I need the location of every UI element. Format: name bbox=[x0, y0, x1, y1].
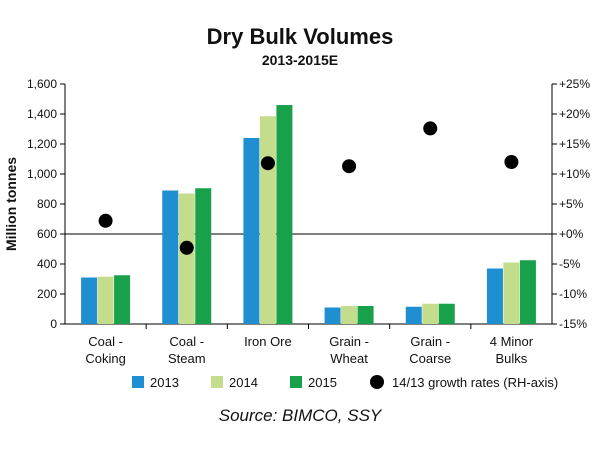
bar-2013-4 bbox=[405, 306, 422, 324]
bar-2013-0 bbox=[81, 277, 98, 324]
bar-2013-2 bbox=[243, 138, 260, 324]
left-tick-label: 1,200 bbox=[27, 137, 57, 151]
bar-2014-5 bbox=[503, 262, 520, 324]
y-axis-label: Million tonnes bbox=[3, 157, 19, 251]
legend-swatch-2013 bbox=[132, 376, 144, 388]
bar-2014-2 bbox=[259, 116, 276, 324]
legend-swatch-growth bbox=[370, 375, 384, 389]
bar-2015-1 bbox=[195, 188, 212, 324]
category-label: Grain - bbox=[410, 334, 450, 349]
bar-2015-5 bbox=[519, 260, 536, 324]
category-label: 4 Minor bbox=[490, 334, 534, 349]
legend-swatch-2014 bbox=[211, 376, 223, 388]
bar-2014-1 bbox=[178, 193, 195, 324]
left-tick-label: 400 bbox=[37, 257, 57, 271]
growth-point-1 bbox=[179, 240, 194, 255]
bar-2013-1 bbox=[162, 190, 179, 324]
chart-subtitle: 2013-2015E bbox=[261, 52, 339, 68]
right-tick-label: +5% bbox=[559, 197, 584, 211]
left-tick-label: 200 bbox=[37, 287, 57, 301]
chart-title: Dry Bulk Volumes bbox=[206, 24, 394, 49]
right-tick-label: +10% bbox=[559, 167, 590, 181]
growth-point-0 bbox=[98, 213, 113, 228]
category-label: Grain - bbox=[329, 334, 369, 349]
category-label: Coal - bbox=[169, 334, 204, 349]
right-tick-label: -5% bbox=[559, 257, 581, 271]
right-tick-label: +15% bbox=[559, 137, 590, 151]
right-tick-label: -15% bbox=[559, 317, 587, 331]
bar-2014-0 bbox=[97, 276, 114, 324]
growth-point-2 bbox=[260, 156, 275, 171]
category-label: Coarse bbox=[409, 351, 451, 366]
legend-label: 2013 bbox=[150, 375, 179, 390]
category-label: Coking bbox=[85, 351, 125, 366]
right-tick-label: -10% bbox=[559, 287, 587, 301]
left-tick-label: 1,600 bbox=[27, 77, 57, 91]
bar-2015-2 bbox=[276, 105, 293, 324]
left-tick-label: 1,400 bbox=[27, 107, 57, 121]
source-note: Source: BIMCO, SSY bbox=[218, 406, 382, 425]
category-label: Iron Ore bbox=[244, 334, 292, 349]
left-tick-label: 600 bbox=[37, 227, 57, 241]
legend-swatch-2015 bbox=[290, 376, 302, 388]
left-tick-label: 800 bbox=[37, 197, 57, 211]
category-label: Bulks bbox=[496, 351, 528, 366]
legend-label: 14/13 growth rates (RH-axis) bbox=[392, 375, 558, 390]
bar-2013-3 bbox=[324, 307, 341, 324]
bar-2013-5 bbox=[486, 268, 503, 324]
legend-label: 2015 bbox=[308, 375, 337, 390]
right-tick-label: +0% bbox=[559, 227, 584, 241]
growth-point-5 bbox=[504, 155, 519, 169]
category-label: Coal - bbox=[88, 334, 123, 349]
growth-point-3 bbox=[342, 159, 357, 174]
bar-2015-4 bbox=[438, 303, 455, 324]
right-tick-label: +25% bbox=[559, 77, 590, 91]
bar-2014-4 bbox=[422, 303, 439, 324]
right-tick-label: +20% bbox=[559, 107, 590, 121]
left-tick-label: 0 bbox=[50, 317, 57, 331]
left-tick-label: 1,000 bbox=[27, 167, 57, 181]
bar-2015-3 bbox=[357, 306, 374, 324]
category-label: Steam bbox=[168, 351, 206, 366]
growth-point-4 bbox=[423, 121, 438, 136]
legend-label: 2014 bbox=[229, 375, 258, 390]
bar-2015-0 bbox=[114, 275, 131, 324]
bar-2014-3 bbox=[341, 306, 358, 324]
category-label: Wheat bbox=[330, 351, 368, 366]
